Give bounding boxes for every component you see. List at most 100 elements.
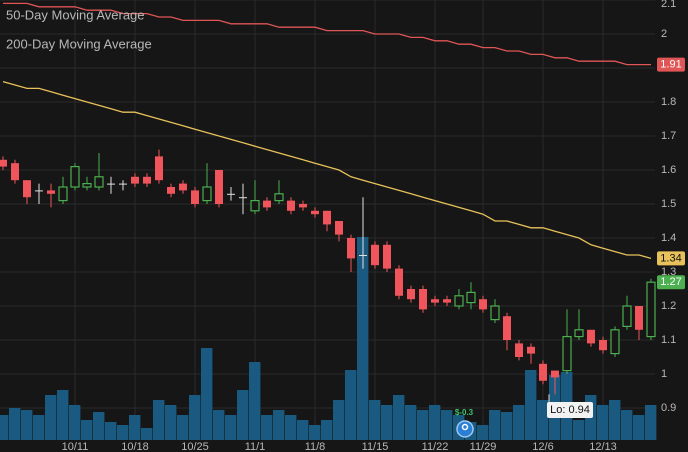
candle-body: [179, 183, 187, 191]
volume-bar: [45, 395, 57, 440]
x-tick-label: 11/1: [245, 441, 266, 452]
volume-bar: [201, 348, 213, 440]
y-tick-label: 1.6: [661, 164, 676, 176]
candle-body: [82, 183, 92, 188]
y-tick-label: 2: [661, 28, 667, 40]
volume-bar: [477, 425, 489, 440]
candles: [0, 149, 656, 395]
candle-body: [610, 329, 620, 355]
price-tag: [657, 57, 685, 72]
candle-body: [323, 210, 331, 225]
candle-body: [407, 289, 415, 300]
y-tick-label: 1.2: [661, 300, 676, 312]
volume-bar: [273, 410, 285, 440]
candle-body: [539, 363, 547, 381]
candle-body: [395, 268, 403, 296]
candle-body: [227, 193, 235, 195]
y-tick-label: 1.1: [661, 334, 676, 346]
volume-bar: [513, 405, 525, 440]
price-tag-label: 1.91: [660, 59, 681, 71]
volume-bar: [33, 415, 45, 440]
candle-body: [311, 210, 319, 215]
candle-body: [587, 329, 595, 344]
volume-bar: [129, 415, 141, 440]
volume-bar: [333, 400, 345, 440]
volume-bar: [369, 400, 381, 440]
y-tick-label: 2.1: [661, 0, 676, 10]
x-tick-label: 11/8: [305, 441, 326, 452]
x-tick-label: 11/29: [470, 441, 497, 452]
volume-bar: [237, 390, 249, 440]
candle-body: [299, 204, 307, 208]
candle-body: [239, 197, 247, 199]
volume-bar: [381, 405, 393, 440]
volume-bar: [573, 420, 585, 440]
volume-bar: [537, 400, 549, 440]
volume-bar: [393, 395, 405, 440]
volume-bar: [621, 410, 633, 440]
y-tick-label: 1.3: [661, 266, 676, 278]
candle-body: [131, 176, 139, 184]
legend-entry: 50-Day Moving Average: [6, 7, 145, 22]
volume-bar: [417, 410, 429, 440]
volume-bar: [141, 428, 153, 440]
candle-body: [383, 244, 391, 269]
volume-bar: [9, 408, 21, 440]
volume-bar: [345, 370, 357, 440]
x-tick-label: 12/6: [532, 441, 553, 452]
candle-body: [347, 238, 355, 259]
candle-body: [635, 306, 643, 330]
earnings-label: $-0.3: [455, 408, 474, 417]
volume-bar: [165, 405, 177, 440]
volume-bar: [249, 362, 261, 440]
candle-body: [599, 340, 607, 351]
candle-body: [515, 343, 523, 357]
volume-bar: [441, 410, 453, 440]
volume-bar: [81, 420, 93, 440]
candle-body: [443, 299, 451, 303]
candle-body: [70, 166, 80, 188]
volume-bar: [525, 370, 537, 440]
legend-entry: 200-Day Moving Average: [6, 36, 152, 51]
price-tag-label: 1.34: [660, 252, 681, 264]
y-tick-label: 1.4: [661, 232, 676, 244]
x-tick-label: 10/11: [62, 441, 89, 452]
volume-bar: [609, 400, 621, 440]
price-tag-label: 1.27: [660, 276, 681, 288]
candle-body: [419, 289, 427, 310]
x-tick-label: 11/22: [422, 441, 449, 452]
volume-bar: [597, 405, 609, 440]
volume-bar: [57, 390, 69, 440]
candle-body: [479, 299, 487, 310]
candle-body: [35, 190, 43, 192]
candle-body: [107, 183, 115, 185]
candle-body: [191, 190, 199, 204]
candle-body: [23, 180, 31, 198]
y-tick-label: 1.7: [661, 130, 676, 142]
volume-bar: [285, 415, 297, 440]
candle-body: [335, 221, 343, 235]
candle-body: [202, 186, 212, 202]
volume-bar: [213, 410, 225, 440]
moving-averages: [2, 2, 652, 260]
volume-bar: [21, 410, 33, 440]
x-tick-label: 12/13: [589, 441, 617, 452]
candle-body: [11, 163, 19, 181]
candle-body: [551, 370, 559, 378]
y-tick-label: 1: [661, 368, 667, 380]
price-tag: [657, 275, 685, 290]
candle-body: [371, 244, 379, 266]
candle-body: [47, 190, 55, 194]
candle-body: [58, 186, 68, 202]
candle-body: [454, 295, 464, 307]
moving-average-line: [2, 80, 652, 260]
x-tick-label: 11/15: [362, 441, 389, 452]
candle-body: [646, 281, 656, 338]
volume-bar: [261, 415, 273, 440]
candle-body: [359, 255, 367, 256]
candle-body: [263, 200, 271, 208]
candle-body: [287, 200, 295, 211]
